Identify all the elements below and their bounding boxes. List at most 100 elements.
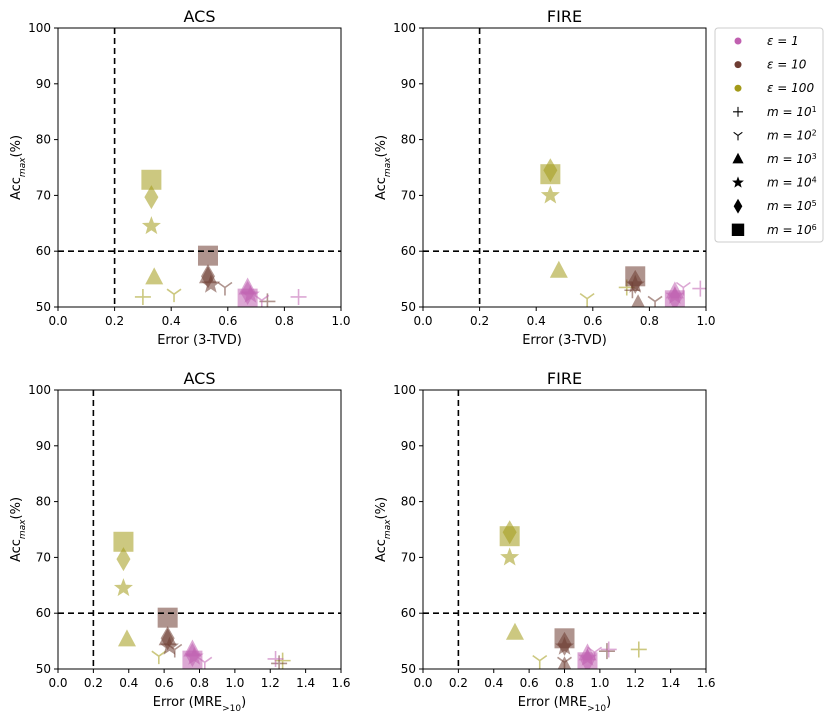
data-point <box>500 547 520 566</box>
x-tick-label: 0.8 <box>640 314 659 328</box>
data-point <box>630 641 647 658</box>
y-tick-label: 80 <box>401 133 416 147</box>
scatter-panel-1: ACS 50 60 70 80 90 100 0.0 0.2 0.4 0.6 0.8 1.0 Error … <box>9 7 351 348</box>
y-tick-label: 50 <box>401 300 416 314</box>
data-point <box>141 169 162 190</box>
x-axis-label: Error (3-TVD) <box>522 333 607 348</box>
legend-entry-m-3: m = 103 <box>732 152 817 167</box>
legend-entry-eps-100: ε = 100 <box>734 81 814 95</box>
y-tick-label: 50 <box>36 662 51 676</box>
x-tick-label: 0.6 <box>520 676 539 690</box>
x-tick-label: 0.2 <box>449 676 468 690</box>
x-tick-label: 0.6 <box>218 314 237 328</box>
x-tick-label: 0.2 <box>470 314 489 328</box>
data-point <box>577 652 598 669</box>
legend-square-icon <box>731 223 745 236</box>
legend-star-icon <box>732 176 744 188</box>
plot-frame <box>422 27 707 308</box>
data-point <box>540 164 561 185</box>
scatter-panel-4: FIRE 50 60 70 80 90 100 0.0 0.2 0.4 0.6 0.8 1.0 1.2 1.… <box>374 369 716 714</box>
legend-entry-m-2: m = 102 <box>733 128 817 142</box>
legend-box <box>714 27 824 243</box>
data-point <box>664 290 685 307</box>
legend-diamond-icon <box>733 198 743 214</box>
legend-entry-eps-1: ε = 1 <box>734 34 799 48</box>
x-tick-label: 0.0 <box>48 314 67 328</box>
data-point <box>145 267 164 285</box>
data-point <box>141 216 161 235</box>
y-tick-label: 50 <box>401 662 416 676</box>
y-tick-label: 50 <box>36 300 51 314</box>
data-point <box>625 266 646 287</box>
y-tick-label: 90 <box>36 77 51 91</box>
x-tick-label: 1.0 <box>331 314 350 328</box>
x-tick-label: 0.8 <box>190 676 209 690</box>
data-point <box>134 288 151 305</box>
legend-label: m = 105 <box>767 199 817 214</box>
y-tick-label: 60 <box>36 244 51 258</box>
y-axis-label: Accmax(%) <box>374 135 393 200</box>
x-tick-label: 1.6 <box>696 676 715 690</box>
data-point <box>554 628 575 649</box>
y-tick-label: 100 <box>393 383 416 397</box>
data-point <box>157 607 178 628</box>
legend-label: ε = 100 <box>767 81 814 95</box>
x-tick-label: 0.0 <box>413 676 432 690</box>
data-point <box>290 288 307 305</box>
y-tick-label: 60 <box>401 244 416 258</box>
plot-frame <box>57 389 342 670</box>
legend-tri-down-icon <box>733 131 743 141</box>
y-tick-label: 70 <box>401 188 416 202</box>
x-axis-label: Error (3-TVD) <box>157 333 242 348</box>
y-tick-label: 100 <box>28 383 51 397</box>
data-point <box>217 281 233 296</box>
legend-entry-m-4: m = 104 <box>732 175 817 190</box>
data-point <box>274 652 291 669</box>
y-tick-label: 80 <box>401 495 416 509</box>
panel-title: ACS <box>184 7 216 26</box>
data-points <box>499 520 647 669</box>
panels: ACS 50 60 70 80 90 100 0.0 0.2 0.4 0.6 0.8 1.0 Error … <box>9 7 716 714</box>
panel-title: FIRE <box>547 7 582 26</box>
y-tick-label: 60 <box>36 606 51 620</box>
data-point <box>166 288 182 303</box>
legend-dot-icon <box>734 84 742 92</box>
data-point <box>540 185 560 204</box>
data-point <box>631 294 645 307</box>
legend-entry-m-6: m = 106 <box>731 222 817 237</box>
data-point <box>557 656 572 669</box>
y-tick-label: 90 <box>36 439 51 453</box>
x-tick-label: 1.0 <box>696 314 715 328</box>
y-tick-label: 90 <box>401 439 416 453</box>
data-point <box>600 641 617 658</box>
data-point <box>144 185 159 210</box>
x-tick-label: 0.4 <box>527 314 546 328</box>
x-tick-label: 1.4 <box>296 676 315 690</box>
data-point <box>182 650 203 669</box>
panel-title: ACS <box>184 369 216 388</box>
x-tick-label: 0.0 <box>48 676 67 690</box>
data-point <box>267 650 284 667</box>
x-tick-label: 0.6 <box>155 676 174 690</box>
legend: ε = 1 ε = 10 ε = 100 m = 101 m = 102 m = 103 m… <box>714 27 824 243</box>
x-tick-label: 0.2 <box>105 314 124 328</box>
data-point <box>647 295 663 307</box>
y-tick-label: 60 <box>401 606 416 620</box>
legend-label: ε = 10 <box>767 58 807 72</box>
data-point <box>549 260 568 278</box>
data-points <box>113 531 291 669</box>
data-point <box>201 274 221 293</box>
x-tick-label: 1.0 <box>225 676 244 690</box>
x-tick-label: 0.8 <box>555 676 574 690</box>
y-axis-label: Accmax(%) <box>9 497 28 562</box>
data-point <box>151 650 167 665</box>
data-point <box>237 288 258 307</box>
y-tick-label: 70 <box>36 188 51 202</box>
legend-label: m = 103 <box>767 152 817 167</box>
legend-plus-icon <box>733 106 743 117</box>
legend-label: m = 106 <box>767 222 817 237</box>
data-point <box>505 622 524 640</box>
x-tick-label: 1.0 <box>590 676 609 690</box>
scatter-panel-2: FIRE 50 60 70 80 90 100 0.0 0.2 0.4 0.6 0.8 1.0 Error… <box>374 7 716 348</box>
panel-title: FIRE <box>547 369 582 388</box>
